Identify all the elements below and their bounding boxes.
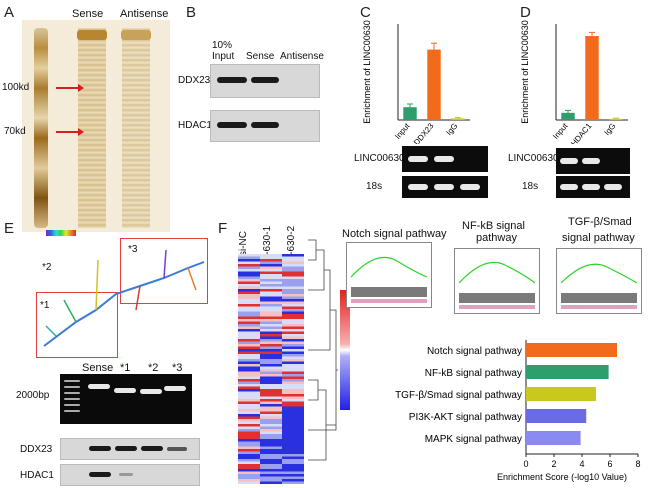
col-antisense: Antisense (280, 51, 324, 62)
e-lane-2: *2 (148, 362, 159, 374)
gel-d-row2: 18s (522, 181, 539, 192)
panel-b-label: B (186, 4, 197, 21)
col-input-l1: 10% (212, 40, 233, 51)
y-axis-label: Enrichment of LINC00630 (520, 20, 530, 124)
e-wb-ddx23 (60, 438, 200, 460)
e-lane-3: *3 (172, 362, 183, 374)
e-row-ddx23: DDX23 (20, 444, 53, 455)
heatmap (238, 254, 304, 484)
western-blot-hdac1 (210, 110, 320, 142)
x-tick-label: 6 (607, 459, 612, 469)
bar-0 (526, 343, 617, 357)
panel-d-label: D (520, 4, 531, 21)
tick-label: DDX23 (412, 121, 436, 144)
x-tick-label: 4 (579, 459, 584, 469)
agarose-gel (60, 374, 192, 424)
bar-hdac1 (585, 36, 599, 120)
gsea-title-tgfb-l1: TGF-β/Smad (568, 216, 632, 228)
box-1 (36, 292, 118, 358)
gsea-plot-tgfb (556, 248, 642, 314)
bar-4 (526, 431, 581, 445)
box-2-label: *2 (42, 262, 52, 273)
gsea-plot-nfkb (454, 248, 540, 314)
tick-label: IgG (602, 122, 617, 138)
gel-c-18s (402, 176, 488, 198)
e-row-hdac1: HDAC1 (20, 470, 54, 481)
gsea-title-tgfb-l2: signal pathway (562, 232, 635, 244)
arrows (56, 84, 84, 136)
western-blot-ddx23 (210, 64, 320, 98)
x-axis-label: Enrichment Score (-log10 Value) (497, 472, 627, 482)
lane-antisense: Antisense (120, 8, 169, 20)
bar-chart-d: Enrichment of LINC00630 Input HDAC1 IgG (520, 20, 628, 144)
box-3-label: *3 (128, 244, 138, 255)
gsea-title-notch: Notch signal pathway (342, 228, 447, 240)
gel-d-linc (556, 148, 630, 174)
bar-1 (526, 365, 609, 379)
col-input-l2: Input (212, 51, 235, 62)
bar-ddx23 (427, 49, 441, 120)
panel-c-label: C (360, 4, 371, 21)
bar-3 (526, 409, 587, 423)
tick-label: HDAC1 (569, 121, 594, 144)
x-tick-label: 0 (523, 459, 528, 469)
marker-2000bp: 2000bp (16, 390, 50, 401)
gel-c-row1: LINC00630 (354, 153, 405, 164)
gel-c-linc (402, 146, 488, 172)
bar-chart-c: Enrichment of LINC00630 Input DDX23 IgG (362, 20, 470, 144)
category-label: MAPK signal pathway (425, 434, 522, 445)
enrichment-bar-chart: Notch signal pathway NF-kB signal pathway… (395, 340, 641, 482)
panel-a-label: A (4, 4, 15, 21)
gel-d-18s (556, 176, 630, 198)
x-tick-label: 2 (551, 459, 556, 469)
marker-70kd: 70kd (4, 126, 26, 137)
silver-stain-gel (22, 20, 170, 232)
box-3 (120, 238, 208, 304)
bar-input (561, 112, 575, 120)
x-tick-label: 8 (635, 459, 640, 469)
col-sense: Sense (246, 51, 275, 62)
gsea-plot-notch (346, 242, 432, 308)
marker-100kd: 100kd (2, 82, 30, 93)
row-hdac1: HDAC1 (178, 120, 212, 131)
panel-e-label: E (4, 220, 15, 237)
e-lane-sense: Sense (82, 362, 114, 374)
trajectory-tree (43, 249, 205, 347)
category-label: Notch signal pathway (427, 346, 522, 357)
dendrogram (308, 239, 338, 461)
gel-c-row2: 18s (366, 181, 383, 192)
lane-sense: Sense (72, 8, 104, 20)
gsea-title-nfkb-l1: NF-kB signal (462, 220, 525, 232)
e-lane-1: *1 (120, 362, 131, 374)
gel-d-row1: LINC00630 (508, 153, 559, 164)
row-ddx23: DDX23 (178, 75, 211, 86)
bar-input (403, 107, 417, 120)
tick-label: Input (393, 121, 412, 141)
heatmap-color-scale (340, 290, 350, 410)
gsea-title-nfkb-l2: pathway (476, 232, 517, 244)
color-scale-legend (46, 230, 76, 236)
tick-label: IgG (444, 122, 459, 138)
category-label: NF-kB signal pathway (425, 368, 522, 379)
tick-label: Input (551, 121, 570, 141)
box-1-label: *1 (40, 300, 50, 311)
panel-f-label: F (218, 220, 228, 237)
category-label: PI3K-AKT signal pathway (409, 412, 522, 423)
category-label: TGF-β/Smad signal pathway (395, 390, 522, 401)
bar-2 (526, 387, 596, 401)
e-wb-hdac1 (60, 464, 200, 486)
y-axis-label: Enrichment of LINC00630 (362, 20, 372, 124)
